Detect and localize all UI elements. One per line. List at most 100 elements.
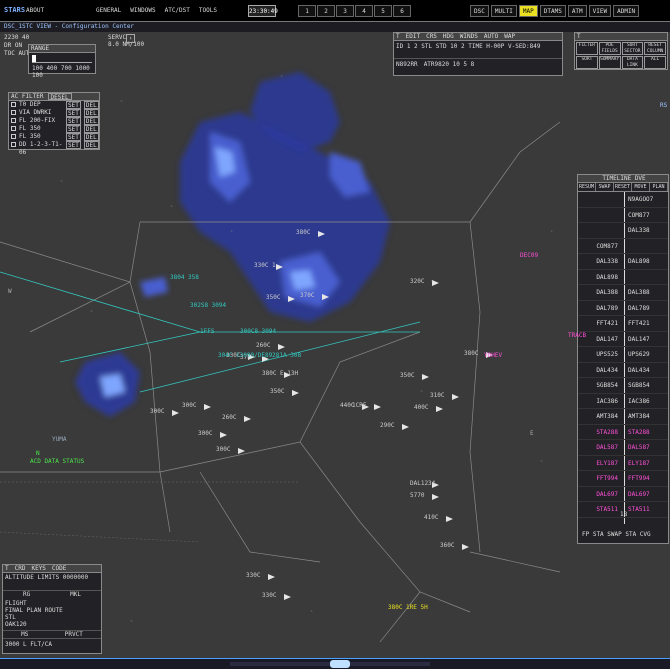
timeline-right-callsign[interactable]: FFT994 (628, 475, 650, 482)
mode-dtams-button[interactable]: DTAMS (539, 5, 566, 17)
ac-filter-del-button[interactable]: DEL (83, 133, 99, 141)
timeline-row[interactable]: N9AGOO7 (578, 192, 668, 208)
track-label[interactable]: 300C (198, 430, 213, 437)
timeline-row[interactable]: DAL338 DAL898 (578, 254, 668, 270)
aircraft-track-symbol[interactable] (432, 280, 439, 286)
menu-windows[interactable]: WINDOWS (130, 7, 156, 14)
filter-reset-column-button[interactable]: RESET COLUMN (644, 42, 666, 55)
ac-filter-set-button[interactable]: SET (66, 125, 81, 133)
ac-filter-checkbox[interactable] (11, 126, 16, 131)
timeline-row[interactable]: STA288 STA288 (578, 425, 668, 440)
mode-map-button[interactable]: MAP (518, 5, 538, 17)
ac-filter-set-button[interactable]: SET (66, 141, 81, 149)
timeline-left-callsign[interactable]: SGB854 (596, 382, 618, 389)
range-slider[interactable] (32, 55, 92, 63)
crd-tab-crd[interactable]: CRD (14, 565, 26, 572)
aircraft-track-symbol[interactable] (284, 594, 291, 600)
timeline-left-callsign[interactable]: DAL587 (596, 444, 618, 451)
aircraft-track-symbol[interactable] (318, 231, 325, 237)
aircraft-track-symbol[interactable] (322, 294, 329, 300)
timeline-row[interactable]: DAL789 DAL789 (578, 301, 668, 316)
track-label[interactable]: 350C (400, 372, 415, 379)
ac-filter-row[interactable]: FL 200-FIX SET DEL (9, 117, 99, 125)
filter-summary-button[interactable]: SUMMARY (598, 56, 621, 69)
timeline-left-callsign[interactable]: COM877 (596, 242, 618, 250)
mode-view-button[interactable]: VIEW (588, 5, 612, 17)
track-label[interactable]: 5770 (410, 492, 425, 499)
filter-sort-sector-button[interactable]: SORT SECTOR (621, 42, 644, 55)
flight-tab-wap[interactable]: WAP (504, 33, 516, 40)
track-label[interactable]: 330C 1 (254, 262, 276, 269)
timeline-row[interactable]: FFT421 FFT421 (578, 316, 668, 332)
ac-filter-set-button[interactable]: SET (66, 101, 81, 109)
track-label[interactable]: 330C (262, 592, 277, 599)
ac-filter-row[interactable]: T0 DEP SET DEL (9, 101, 99, 109)
crd-field-a[interactable]: RG (22, 591, 31, 598)
track-label[interactable]: 330C (226, 352, 241, 359)
aircraft-track-symbol[interactable] (462, 544, 469, 550)
ac-filter-row[interactable]: DD 1-2-3-T1-06 SET DEL (9, 141, 99, 156)
timeline-left-callsign[interactable]: STA511 (596, 506, 618, 513)
aircraft-track-symbol[interactable] (432, 482, 439, 488)
aircraft-track-symbol[interactable] (292, 390, 299, 396)
timeline-right-callsign[interactable]: FFT421 (628, 320, 650, 327)
timeline-right-callsign[interactable]: STA288 (628, 428, 650, 436)
track-label[interactable]: 310C (430, 392, 445, 399)
track-label[interactable]: 37E (240, 354, 251, 361)
timeline-right-callsign[interactable]: DAL434 (628, 366, 650, 374)
timeline-left-callsign[interactable]: UPS525 (596, 351, 618, 358)
timeline-tab-reset[interactable]: RESET (614, 183, 632, 191)
track-label[interactable]: 300C (150, 408, 165, 415)
timeline-left-callsign[interactable]: FFT421 (596, 320, 618, 327)
aircraft-track-symbol[interactable] (436, 406, 443, 412)
timeline-left-callsign[interactable]: AMT384 (596, 413, 618, 420)
flight-tab-auto[interactable]: AUTO (483, 33, 499, 40)
filter-pde-fields-button[interactable]: PDE FIELDS (598, 42, 621, 55)
menu-general[interactable]: GENERAL (96, 7, 122, 14)
page-5-button[interactable]: 5 (374, 5, 392, 17)
timeline-row[interactable]: DAL147 DAL147 (578, 332, 668, 347)
ac-filter-checkbox[interactable] (11, 110, 16, 115)
timeline-row[interactable]: DAL898 (578, 270, 668, 285)
aircraft-track-symbol[interactable] (288, 296, 295, 302)
range-slider-thumb[interactable] (32, 55, 36, 62)
timeline-right-callsign[interactable]: DAL388 (628, 289, 650, 296)
aircraft-track-symbol[interactable] (276, 264, 283, 270)
ac-filter-del-button[interactable]: DEL (83, 101, 99, 109)
timeline-row[interactable]: ELY187 ELY187 (578, 456, 668, 471)
filter-data-link-button[interactable]: DATA LINK (621, 56, 644, 69)
track-label[interactable]: 330C (246, 572, 261, 579)
menu-tools[interactable]: TOOLS (198, 7, 217, 14)
flight-tab-t[interactable]: T (396, 33, 400, 40)
crd-field-b[interactable]: MKL (70, 591, 81, 598)
aircraft-track-symbol[interactable] (204, 404, 211, 410)
timeline-tab-plan[interactable]: PLAN (650, 183, 668, 191)
track-label[interactable]: 350C (266, 294, 281, 301)
scope-expand-button[interactable]: › (126, 34, 135, 43)
flight-tab-hdg[interactable]: HDG (442, 33, 454, 40)
ac-filter-checkbox[interactable] (11, 142, 16, 147)
timeline-left-callsign[interactable]: ELY187 (596, 459, 618, 467)
track-label[interactable]: 1CRE (352, 402, 367, 409)
aircraft-track-symbol[interactable] (220, 432, 227, 438)
flight-tab-edit[interactable]: EDIT (405, 33, 421, 40)
timeline-row[interactable]: COM877 (578, 239, 668, 254)
timeline-right-callsign[interactable]: UPS629 (628, 351, 650, 358)
crd-field-d[interactable]: PRVCT (64, 631, 83, 638)
track-label[interactable]: 300C (182, 402, 197, 409)
timeline-right-callsign[interactable]: DAL587 (628, 444, 650, 451)
radar-scope[interactable]: ▵ ▵ ▵ ▵ ▵ ▵ ▵ ▵ ▵ ▵ ▵ ▵ 2230 40 DR ON TOC AUTO S… (0, 32, 670, 658)
track-label[interactable]: 410C (424, 514, 439, 521)
track-label[interactable]: 370C (300, 292, 315, 299)
timeline-row[interactable]: DAL697 DAL697 (578, 487, 668, 502)
page-3-button[interactable]: 3 (336, 5, 354, 17)
filter-filter-button[interactable]: FILTER (576, 42, 598, 55)
mode-multi-button[interactable]: MULTI (490, 5, 517, 17)
aircraft-track-symbol[interactable] (432, 494, 439, 500)
timeline-right-callsign[interactable]: AMT384 (628, 413, 650, 420)
timeline-right-callsign[interactable]: DAL898 (628, 258, 650, 265)
timeline-left-callsign[interactable]: DAL434 (596, 366, 618, 374)
aircraft-track-symbol[interactable] (278, 344, 285, 350)
track-label[interactable]: DAL1234 (410, 480, 436, 487)
timeline-right-callsign[interactable]: N9AGOO7 (628, 196, 654, 203)
